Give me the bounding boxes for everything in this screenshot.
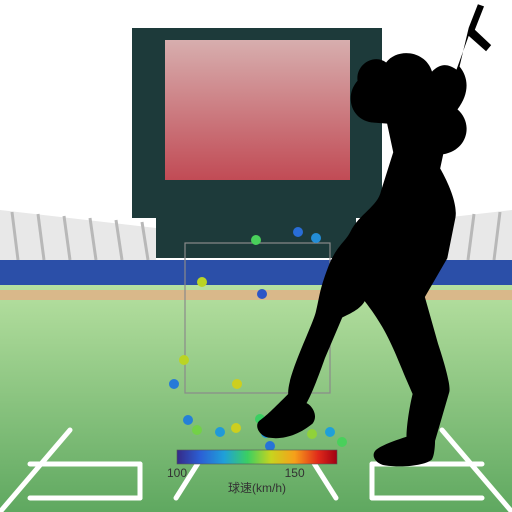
- pitch-dot: [179, 355, 189, 365]
- legend-label: 球速(km/h): [228, 481, 286, 495]
- legend-tick: 150: [285, 466, 305, 480]
- legend-tick: 100: [167, 466, 187, 480]
- pitch-dot: [183, 415, 193, 425]
- pitch-chart: 100 150 球速(km/h): [0, 0, 512, 512]
- warning-track: [0, 290, 512, 300]
- pitch-dot: [169, 379, 179, 389]
- pitch-dot: [325, 427, 335, 437]
- pitch-dot: [192, 425, 202, 435]
- scoreboard: [132, 28, 382, 258]
- pitch-dot: [311, 233, 321, 243]
- pitch-dot: [231, 423, 241, 433]
- pitch-dot: [232, 379, 242, 389]
- pitch-dot: [337, 437, 347, 447]
- pitch-dot: [197, 277, 207, 287]
- pitch-dot: [293, 227, 303, 237]
- pitch-dot: [257, 289, 267, 299]
- pitch-dot: [265, 441, 275, 451]
- pitch-dot: [251, 235, 261, 245]
- pitch-dot: [307, 429, 317, 439]
- pitch-dot: [215, 427, 225, 437]
